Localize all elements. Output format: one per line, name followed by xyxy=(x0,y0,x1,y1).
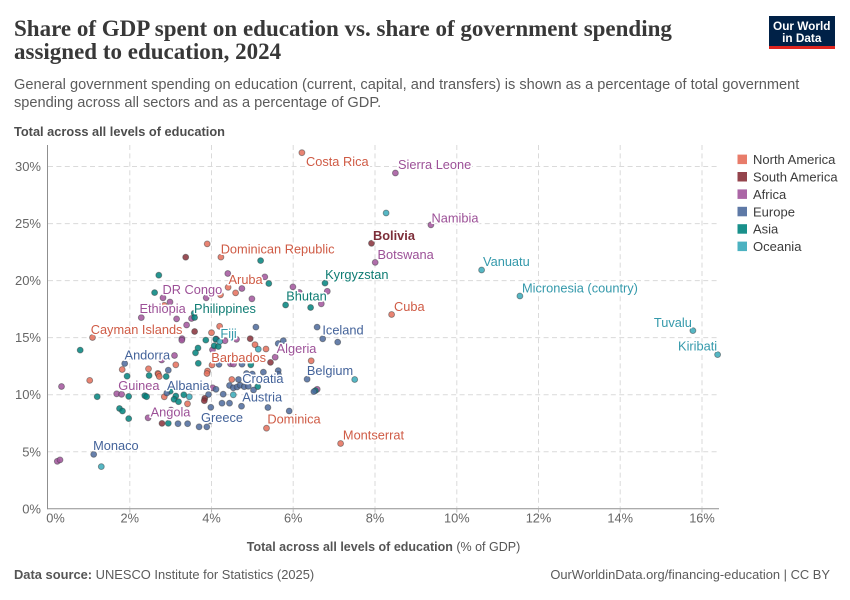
svg-text:South America: South America xyxy=(753,170,838,185)
svg-text:Greece: Greece xyxy=(201,410,243,425)
svg-text:Oceania: Oceania xyxy=(753,239,802,254)
svg-text:5%: 5% xyxy=(22,444,41,459)
svg-text:Iceland: Iceland xyxy=(322,322,363,337)
svg-text:Bhutan: Bhutan xyxy=(286,289,327,304)
svg-text:Botswana: Botswana xyxy=(378,247,435,262)
svg-text:Cuba: Cuba xyxy=(394,299,425,314)
svg-text:0%: 0% xyxy=(22,501,41,516)
svg-text:30%: 30% xyxy=(15,159,41,174)
svg-text:Sierra Leone: Sierra Leone xyxy=(398,157,471,172)
svg-text:Costa Rica: Costa Rica xyxy=(306,154,369,169)
svg-text:25%: 25% xyxy=(15,216,41,231)
svg-text:Monaco: Monaco xyxy=(93,438,139,453)
svg-text:Namibia: Namibia xyxy=(432,210,480,225)
svg-text:Austria: Austria xyxy=(242,389,283,404)
svg-text:12%: 12% xyxy=(526,511,552,526)
svg-text:2%: 2% xyxy=(121,511,140,526)
svg-text:Vanuatu: Vanuatu xyxy=(483,254,530,269)
svg-text:Ethiopia: Ethiopia xyxy=(139,301,186,316)
svg-text:15%: 15% xyxy=(15,330,41,345)
svg-text:0%: 0% xyxy=(46,511,65,526)
svg-text:Barbados: Barbados xyxy=(211,350,266,365)
svg-text:Tuvalu: Tuvalu xyxy=(654,315,692,330)
svg-text:14%: 14% xyxy=(607,511,633,526)
svg-text:Europe: Europe xyxy=(753,204,795,219)
svg-text:Guinea: Guinea xyxy=(118,378,160,393)
svg-text:Fiji: Fiji xyxy=(220,326,236,341)
svg-text:North America: North America xyxy=(753,152,836,167)
svg-text:10%: 10% xyxy=(15,387,41,402)
svg-text:8%: 8% xyxy=(366,511,385,526)
svg-text:Kyrgyzstan: Kyrgyzstan xyxy=(325,267,388,282)
svg-text:10%: 10% xyxy=(444,511,470,526)
svg-text:Micronesia (country): Micronesia (country) xyxy=(522,280,638,295)
svg-text:4%: 4% xyxy=(202,511,221,526)
svg-text:Africa: Africa xyxy=(753,187,787,202)
svg-text:Bolivia: Bolivia xyxy=(373,228,416,243)
svg-text:Algeria: Algeria xyxy=(277,341,318,356)
svg-text:16%: 16% xyxy=(689,511,715,526)
svg-text:Asia: Asia xyxy=(753,222,779,237)
svg-text:Croatia: Croatia xyxy=(242,371,284,386)
svg-text:DR Congo: DR Congo xyxy=(163,282,223,297)
svg-text:Belgium: Belgium xyxy=(307,363,353,378)
svg-text:Aruba: Aruba xyxy=(229,272,264,287)
svg-text:Albania: Albania xyxy=(167,378,211,393)
svg-text:Angola: Angola xyxy=(151,405,192,420)
svg-text:Total across all levels of edu: Total across all levels of education (% … xyxy=(247,540,520,554)
svg-text:6%: 6% xyxy=(284,511,303,526)
svg-text:Montserrat: Montserrat xyxy=(343,428,405,443)
svg-text:Philippines: Philippines xyxy=(194,301,256,316)
svg-text:Kiribati: Kiribati xyxy=(678,338,717,353)
svg-text:20%: 20% xyxy=(15,273,41,288)
svg-text:Andorra: Andorra xyxy=(125,348,171,363)
svg-text:Cayman Islands: Cayman Islands xyxy=(91,322,183,337)
svg-text:Dominica: Dominica xyxy=(267,412,321,427)
svg-text:Dominican Republic: Dominican Republic xyxy=(221,242,335,257)
